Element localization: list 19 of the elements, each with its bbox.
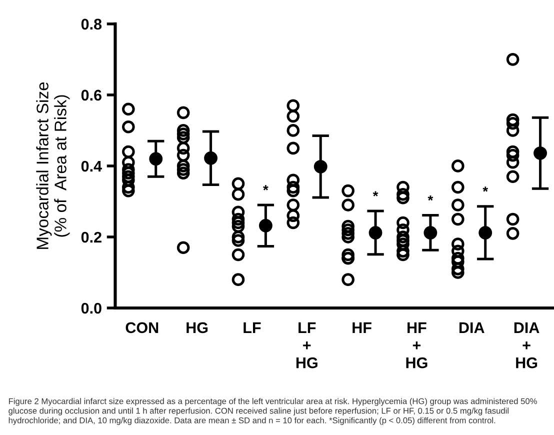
x-tick-label: HF xyxy=(352,322,372,333)
y-tick-label: 0.2 xyxy=(81,232,102,243)
x-tick-label: DIA + HG xyxy=(514,322,540,368)
y-tick-label: 0.4 xyxy=(81,160,102,172)
data-label: * xyxy=(482,186,488,192)
x-tick-label: HF + HG xyxy=(406,322,428,368)
y-tick-label: 0.6 xyxy=(81,90,102,101)
y-tick-label: 0.8 xyxy=(81,18,102,30)
x-tick-label: LF + HG xyxy=(296,322,318,368)
y-tick-label: 0.0 xyxy=(81,302,102,314)
x-tick-label: CON xyxy=(126,322,158,334)
y-axis-title: Myocardial Infarct Size (% of Area at Risk) xyxy=(36,82,70,249)
caption: Figure 2 Myocardial infarct size expressed as a percentage of the left ventricular area at risk. Hyperglycemia (HG) group was administered 50% glucose during occlusion and until 1 h after reperfusion. CON received saline just before reperfusion; LF or HF, 0.15 or 0.5 mg/kg fasudil hydrochloride; and DIA, 10 mg/kg diazoxide. Data are mean ± SD and n = 10 for each. *Significantly (p < 0.05) different from control. xyxy=(8,398,537,425)
x-tick-label: DIA xyxy=(459,322,484,333)
data-label: * xyxy=(372,191,378,196)
x-tick-label: LF xyxy=(244,322,261,333)
data-label: * xyxy=(263,185,268,190)
data-label: * xyxy=(428,195,434,201)
x-tick-label: HG xyxy=(186,322,208,334)
